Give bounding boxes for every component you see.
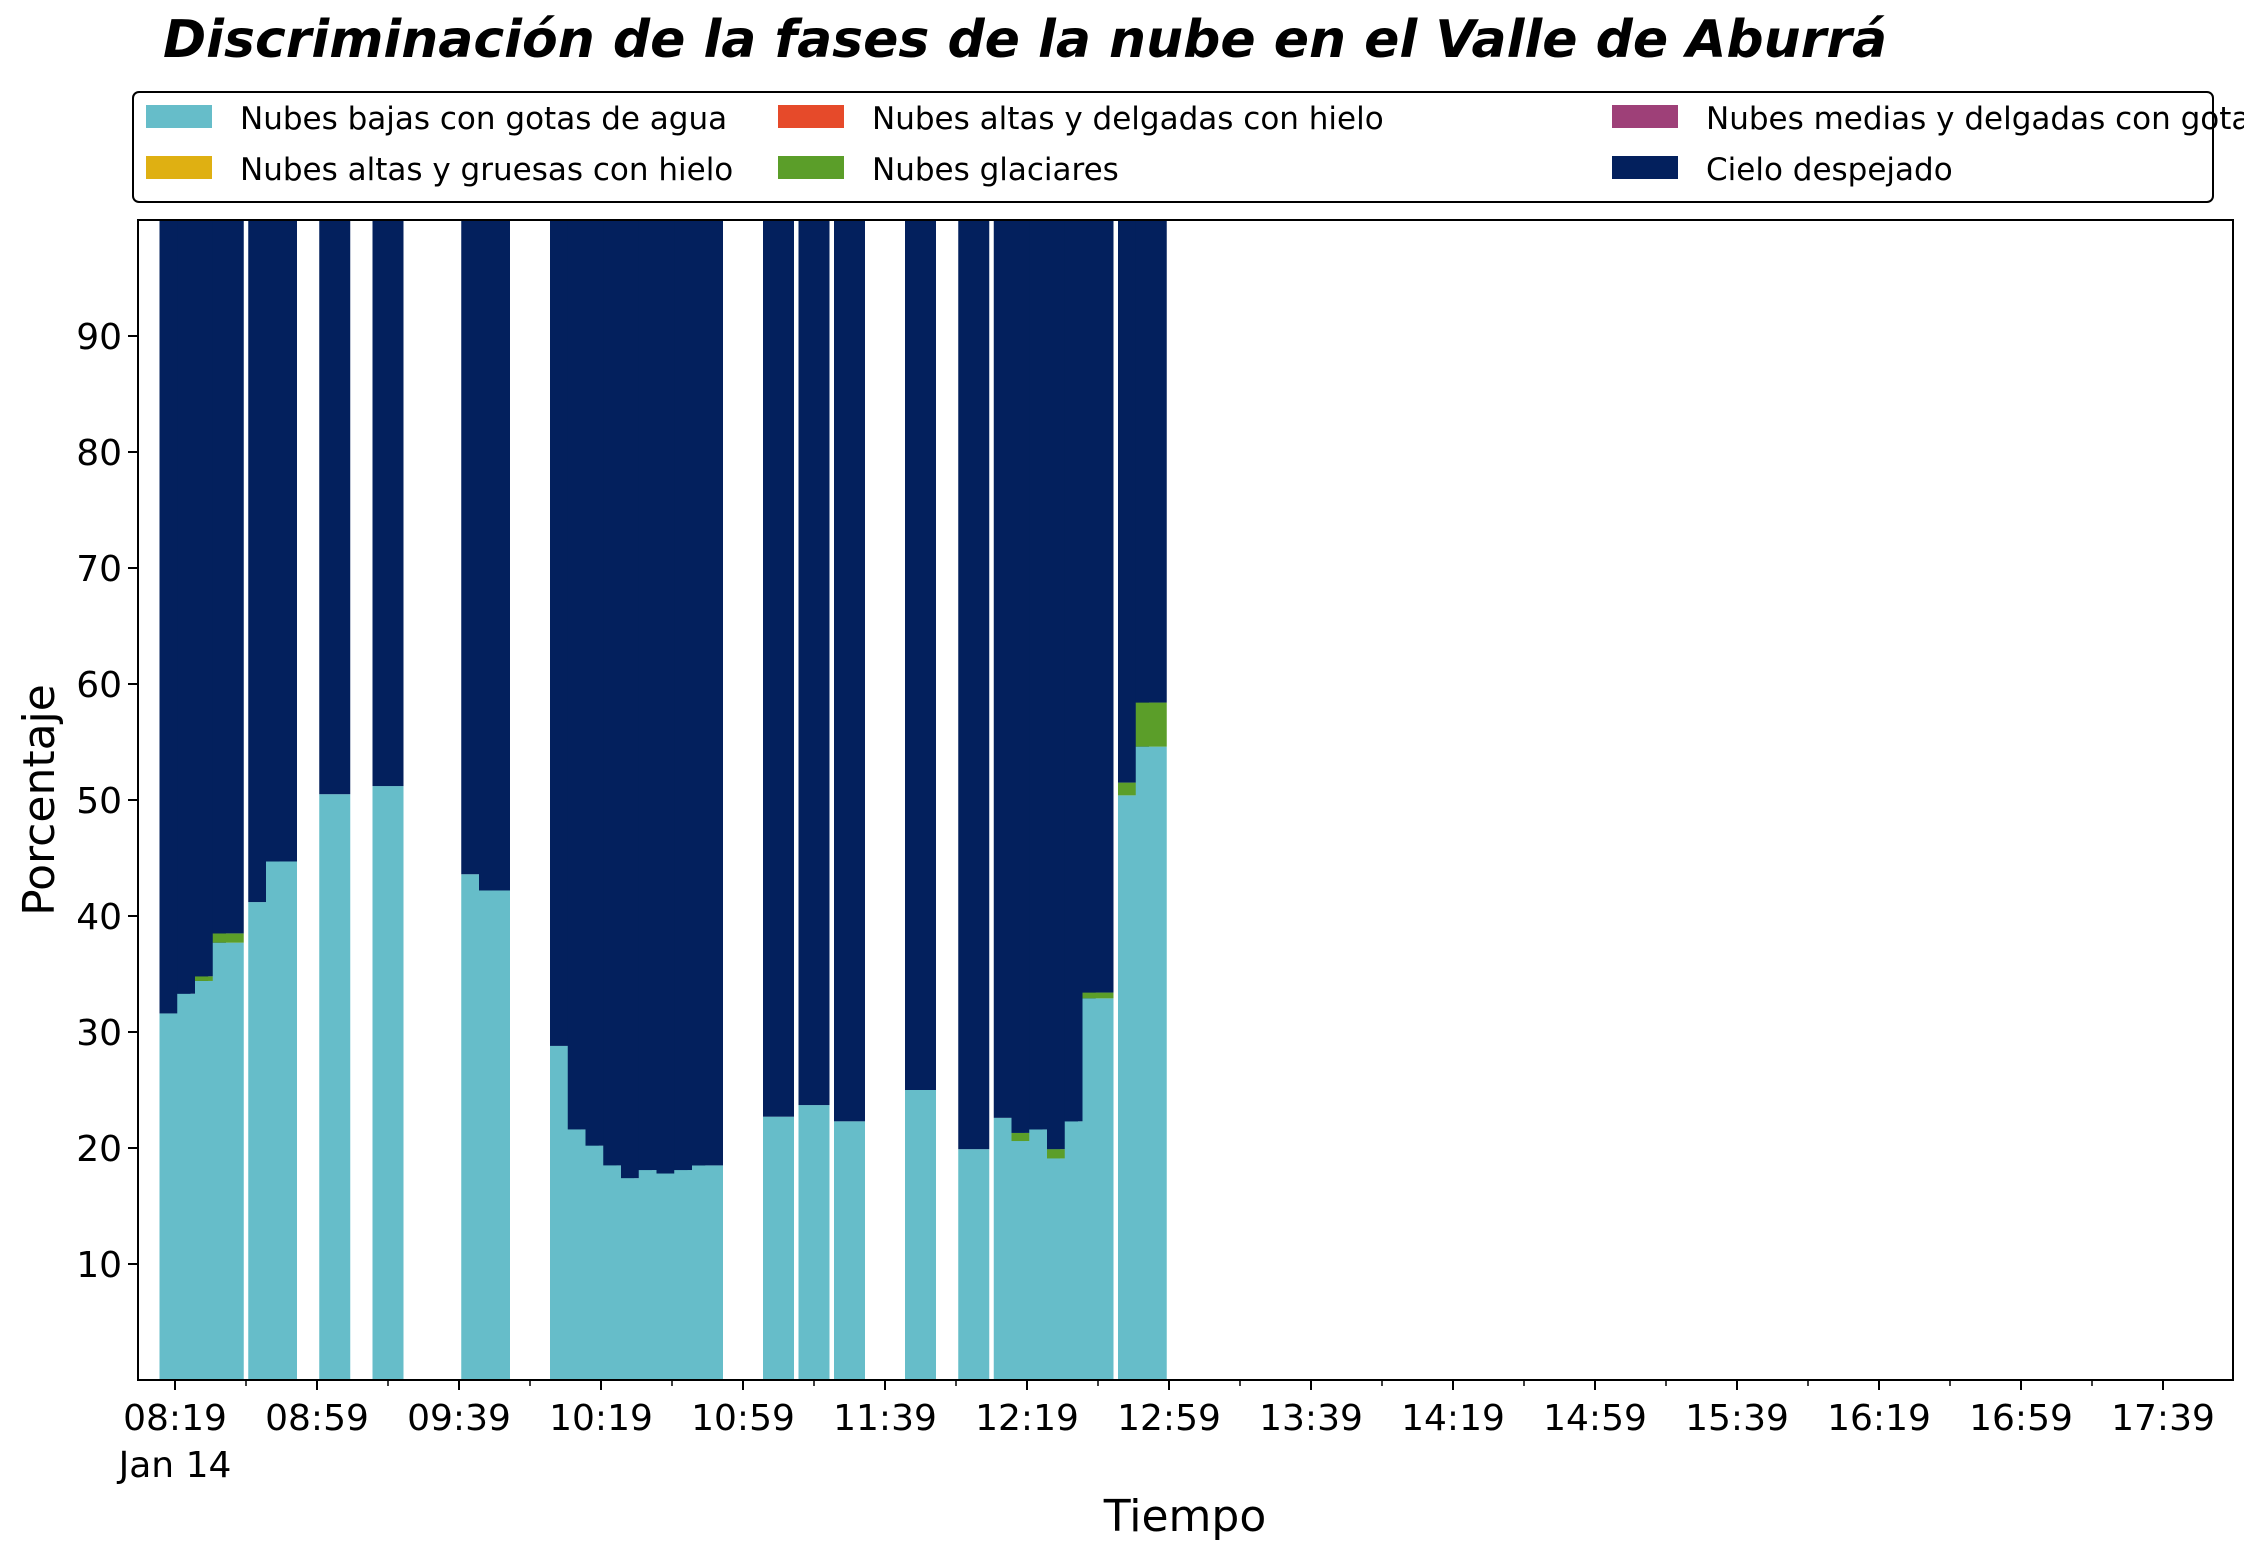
x-tick-label: 17:39 — [2111, 1398, 2215, 1439]
legend-swatch-nubes-glaciares — [778, 156, 844, 179]
legend-swatch-nubes-bajas-con-gotas-de-agua — [146, 105, 212, 128]
bar-nubes-bajas-con-gotas-de-agua-1109 — [763, 1116, 794, 1380]
legend-label-nubes-medias-y-delgadas-con-gotas-de-agua: Nubes medias y delgadas con gotas de agu… — [1706, 101, 2244, 137]
bar-cielo-despejado-1119 — [798, 220, 830, 1106]
y-tick-label: 30 — [76, 1013, 122, 1054]
bar-cielo-despejado-0834 — [212, 220, 244, 934]
y-tick-label: 20 — [76, 1129, 122, 1170]
bar-nubes-bajas-con-gotas-de-agua-1204 — [958, 1149, 990, 1380]
bar-cielo-despejado-1049 — [692, 220, 723, 1166]
bar-nubes-glaciares-1239 — [1082, 992, 1114, 999]
bar-nubes-bajas-con-gotas-de-agua-0949 — [479, 890, 510, 1380]
x-tick-label: 14:19 — [1401, 1398, 1505, 1439]
bar-nubes-bajas-con-gotas-de-agua-1119 — [798, 1105, 830, 1380]
bar-nubes-glaciares-1229 — [1047, 1149, 1078, 1159]
x-axis-label: Tiempo — [1103, 1491, 1267, 1542]
y-tick-label: 80 — [76, 433, 122, 474]
bar-cielo-despejado-0919 — [372, 220, 404, 787]
bar-cielo-despejado-1254 — [1135, 220, 1167, 703]
bar-nubes-glaciares-1219 — [1011, 1132, 1043, 1142]
y-tick-label: 50 — [76, 781, 122, 822]
bar-cielo-despejado-0849 — [266, 220, 297, 862]
legend-swatch-nubes-altas-y-gruesas-con-hielo — [146, 156, 212, 179]
x-tick-label: 08:19 — [123, 1398, 227, 1439]
x-tick-label: 12:19 — [975, 1398, 1079, 1439]
x-tick-label: 10:59 — [691, 1398, 795, 1439]
bar-cielo-despejado-1149 — [905, 220, 936, 1090]
x-tick-label: 13:39 — [1259, 1398, 1363, 1439]
x-tick-label: 12:59 — [1117, 1398, 1221, 1439]
y-tick-label: 90 — [76, 317, 122, 358]
legend-frame — [132, 91, 2214, 203]
y-tick-label: 70 — [76, 549, 122, 590]
bar-cielo-despejado-1129 — [834, 220, 865, 1122]
legend: Nubes bajas con gotas de agua Nubes altas… — [132, 91, 2244, 203]
bar-nubes-bajas-con-gotas-de-agua-0834 — [212, 942, 244, 1380]
x-tick-label: 16:59 — [1969, 1398, 2073, 1439]
x-tick-date-label: Jan 14 — [117, 1445, 232, 1486]
bar-cielo-despejado-1239 — [1082, 220, 1114, 993]
plot-area: 10 20 30 40 50 60 70 80 90 08:19 Jan 14 08:59 09:39… — [76, 219, 2234, 1486]
x-tick-label: 09:39 — [407, 1398, 511, 1439]
legend-label-nubes-altas-y-delgadas-con-hielo: Nubes altas y delgadas con hielo — [872, 101, 1384, 137]
bar-cielo-despejado-0949 — [479, 220, 510, 891]
bar-nubes-bajas-con-gotas-de-agua-1149 — [905, 1090, 936, 1380]
legend-label-nubes-glaciares: Nubes glaciares — [872, 152, 1119, 188]
bar-nubes-bajas-con-gotas-de-agua-1254 — [1135, 746, 1167, 1380]
x-tick-label: 11:39 — [833, 1398, 937, 1439]
legend-swatch-cielo-despejado — [1612, 156, 1678, 179]
legend-swatch-nubes-medias-y-delgadas-con-gotas-de-agua — [1612, 105, 1678, 128]
bar-cielo-despejado-0904 — [319, 220, 351, 795]
x-tick-label: 08:59 — [265, 1398, 369, 1439]
bar-nubes-bajas-con-gotas-de-agua-1129 — [834, 1121, 865, 1380]
y-axis-label: Porcentaje — [14, 684, 65, 916]
bar-nubes-bajas-con-gotas-de-agua-1049 — [692, 1165, 723, 1380]
x-tick-label: 14:59 — [1543, 1398, 1647, 1439]
legend-label-cielo-despejado: Cielo despejado — [1706, 152, 1953, 188]
y-tick-label: 10 — [76, 1245, 122, 1286]
bar-nubes-bajas-con-gotas-de-agua-1239 — [1082, 998, 1114, 1380]
bar-nubes-glaciares-0834 — [212, 933, 244, 943]
y-tick-label: 60 — [76, 665, 122, 706]
plot-frame — [137, 219, 2234, 1381]
bar-nubes-bajas-con-gotas-de-agua-0849 — [266, 861, 297, 1380]
chart-title: Discriminación de la fases de la nube en… — [163, 10, 1887, 70]
legend-label-nubes-altas-y-gruesas-con-hielo: Nubes altas y gruesas con hielo — [240, 152, 733, 188]
bar-nubes-glaciares-0829 — [195, 976, 226, 981]
bar-nubes-bajas-con-gotas-de-agua-0919 — [372, 786, 404, 1380]
legend-swatch-nubes-altas-y-delgadas-con-hielo — [778, 105, 844, 128]
bar-nubes-glaciares-1254 — [1135, 702, 1167, 747]
x-tick-label: 16:19 — [1827, 1398, 1931, 1439]
bar-cielo-despejado-1109 — [763, 220, 794, 1117]
bar-cielo-despejado-1204 — [958, 220, 990, 1150]
x-tick-label: 10:19 — [549, 1398, 653, 1439]
y-tick-label: 40 — [76, 897, 122, 938]
x-tick-label: 15:39 — [1685, 1398, 1789, 1439]
bar-nubes-bajas-con-gotas-de-agua-0904 — [319, 794, 351, 1380]
legend-label-nubes-bajas-con-gotas-de-agua: Nubes bajas con gotas de agua — [240, 101, 727, 137]
